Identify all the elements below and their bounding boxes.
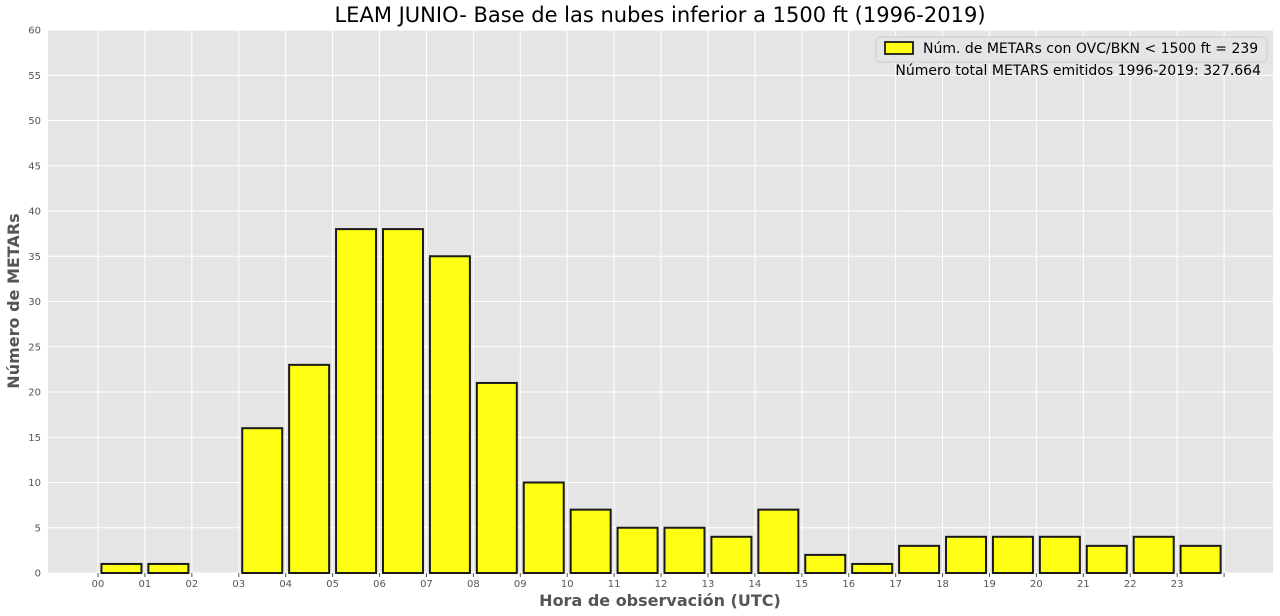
y-tick-label: 0: [35, 569, 41, 580]
x-tick-label: 12: [655, 579, 668, 590]
y-tick-label: 35: [28, 252, 41, 263]
y-tick-label: 25: [28, 342, 41, 353]
x-tick-label: 04: [279, 579, 292, 590]
legend: Núm. de METARs con OVC/BKN < 1500 ft = 2…: [875, 36, 1268, 79]
x-tick-label: 14: [749, 579, 762, 590]
chart-title: LEAM JUNIO- Base de las nubes inferior a…: [334, 3, 985, 27]
y-tick-label: 50: [28, 116, 41, 127]
bar-14: [757, 508, 800, 574]
bar-12: [663, 526, 706, 574]
legend-note: Número total METARS emitidos 1996-2019: …: [895, 63, 1261, 79]
x-axis-label: Hora de observación (UTC): [539, 591, 781, 610]
x-tick-label: 22: [1124, 579, 1137, 590]
x-tick-label: 01: [139, 579, 152, 590]
bar-05: [335, 228, 378, 574]
x-tick-label: 17: [889, 579, 902, 590]
x-tick-label: 03: [232, 579, 245, 590]
bar-00: [100, 562, 143, 575]
x-tick-label: 20: [1030, 579, 1043, 590]
x-tick-label: 06: [373, 579, 386, 590]
bars: [100, 228, 1222, 575]
bar-10: [569, 508, 612, 574]
y-tick-label: 20: [28, 388, 41, 399]
legend-box: [875, 36, 1268, 63]
x-tick-label: 15: [795, 579, 808, 590]
x-tick-label: 16: [842, 579, 855, 590]
y-tick-label: 60: [28, 26, 41, 37]
bar-01: [147, 562, 190, 575]
y-tick-label: 45: [28, 161, 41, 172]
bar-19: [991, 535, 1034, 574]
bar-20: [1038, 535, 1081, 574]
x-tick-label: 19: [983, 579, 996, 590]
x-axis-ticks: 00 01 02 03 04 05 06 07 08 09 10 11 12 13 14 15 16 17 18 19…: [92, 573, 1225, 590]
bar-17: [898, 544, 941, 574]
x-tick-label: 11: [608, 579, 621, 590]
x-tick-label: 09: [514, 579, 527, 590]
legend-swatch: [884, 41, 914, 55]
x-tick-label: 18: [936, 579, 949, 590]
x-tick-label: 00: [92, 579, 105, 590]
y-tick-label: 30: [28, 297, 41, 308]
bar-09: [522, 481, 565, 574]
bar-16: [851, 562, 894, 575]
y-tick-label: 55: [28, 71, 41, 82]
x-tick-label: 21: [1077, 579, 1090, 590]
bar-13: [710, 535, 753, 574]
x-tick-label: 05: [326, 579, 339, 590]
bar-22: [1132, 535, 1175, 574]
bar-15: [804, 553, 847, 575]
bar-23: [1179, 544, 1222, 574]
bar-07: [428, 255, 471, 574]
bar-18: [945, 535, 988, 574]
y-tick-label: 5: [35, 523, 41, 534]
y-tick-label: 40: [28, 207, 41, 218]
y-axis-ticks: 0 5 10 15 20 25 30 35 40 45 50 55 60: [28, 26, 41, 580]
y-tick-label: 10: [28, 478, 41, 489]
bar-03: [241, 427, 284, 575]
x-tick-label: 10: [561, 579, 574, 590]
x-tick-label: 23: [1171, 579, 1184, 590]
bar-04: [288, 363, 331, 574]
bar-11: [616, 526, 659, 574]
x-tick-label: 08: [467, 579, 480, 590]
x-tick-label: 02: [185, 579, 198, 590]
bar-06: [381, 228, 424, 574]
x-tick-label: 13: [702, 579, 715, 590]
y-axis-label: Número de METARs: [4, 213, 23, 388]
x-tick-label: 07: [420, 579, 433, 590]
y-tick-label: 15: [28, 433, 41, 444]
legend-series-label: Núm. de METARs con OVC/BKN < 1500 ft = 2…: [923, 41, 1258, 57]
bar-21: [1085, 544, 1128, 574]
bar-08: [475, 381, 518, 575]
